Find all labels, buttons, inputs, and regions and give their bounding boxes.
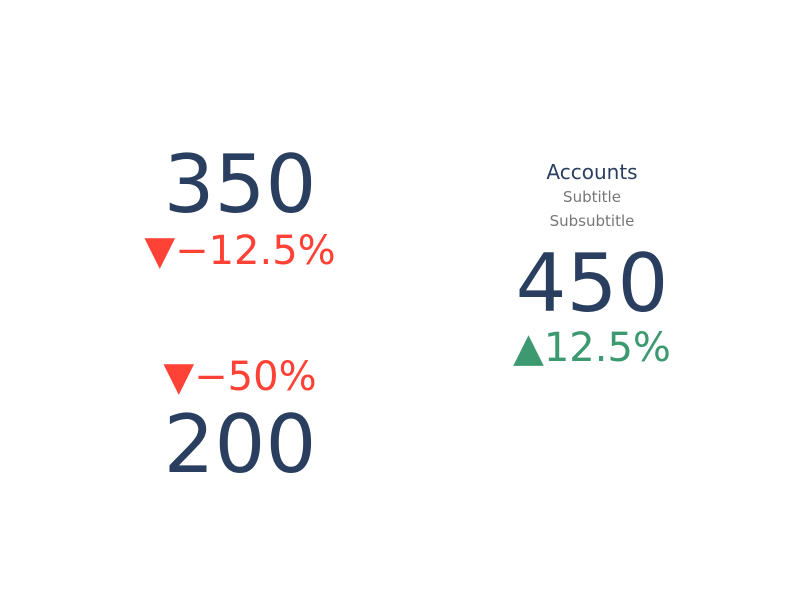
indicator-delta: ▲12.5% [513, 325, 671, 371]
indicator-value: 200 [163, 398, 317, 491]
indicator-delta: ▼−50% [163, 354, 317, 400]
indicator-value: 450 [515, 237, 669, 330]
indicator-accounts: Accounts Subtitle Subsubtitle 450 ▲12.5% [492, 160, 692, 368]
indicator-delta: ▼−12.5% [144, 228, 336, 274]
indicator-subsubtitle: Subsubtitle [549, 212, 635, 230]
indicator-subtitle: Subtitle [563, 188, 621, 206]
indicator-200: ▼−50% 200 [140, 357, 340, 485]
indicator-title: Accounts [546, 160, 638, 184]
indicator-value: 350 [163, 138, 317, 231]
indicator-350: 350 ▼−12.5% [140, 138, 340, 274]
